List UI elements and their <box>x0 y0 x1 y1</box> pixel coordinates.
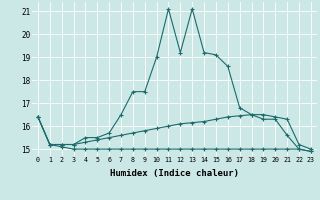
X-axis label: Humidex (Indice chaleur): Humidex (Indice chaleur) <box>110 169 239 178</box>
